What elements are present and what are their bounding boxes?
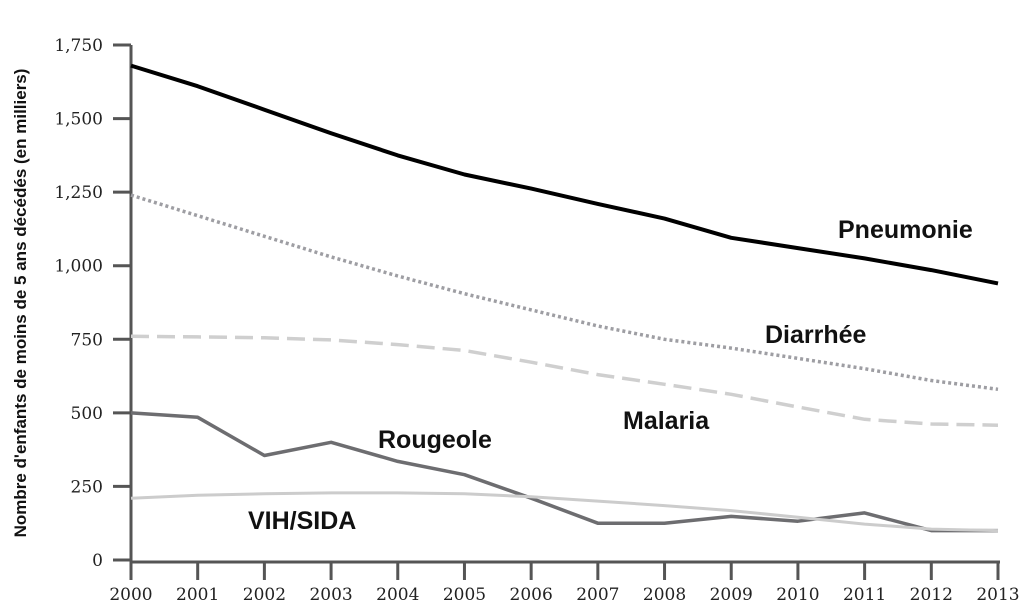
series-label: Rougeole [378, 426, 492, 454]
y-axis-label: Nombre d'enfants de moins de 5 ans décéd… [11, 69, 30, 538]
y-tick-label: 250 [71, 477, 103, 497]
x-tick-label: 2007 [576, 585, 619, 605]
x-tick-label: 2009 [710, 585, 753, 605]
series-line-vih-sida [130, 491, 999, 533]
x-tick-label: 2001 [176, 585, 219, 605]
x-tick-label: 2004 [376, 585, 419, 605]
series-label: Pneumonie [838, 216, 973, 244]
x-tick-label: 2000 [109, 585, 152, 605]
series-label: Malaria [623, 407, 710, 435]
series-line-malaria [130, 334, 999, 427]
series-line-rougeole [130, 411, 998, 533]
x-tick-label: 2011 [843, 585, 886, 605]
y-tick-label: 0 [92, 551, 103, 571]
y-tick-label: 1,500 [54, 110, 103, 130]
x-tick-label: 2002 [243, 585, 286, 605]
x-tick-label: 2006 [510, 585, 553, 605]
x-tick-label: 2005 [443, 585, 486, 605]
series-label: Diarrhée [765, 321, 867, 349]
series-label: VIH/SIDA [248, 507, 356, 535]
x-tick-label: 2013 [976, 585, 1019, 605]
axes [129, 45, 1000, 564]
x-tick-label: 2012 [910, 585, 953, 605]
y-tick-label: 1,750 [54, 36, 103, 56]
series-line-pneumonie [130, 63, 999, 286]
series-lines [130, 63, 999, 533]
y-tick-label: 1,000 [54, 257, 103, 277]
x-tick-label: 2003 [309, 585, 352, 605]
x-ticks: 2000 2001 2002 2003 2004 2005 2006 2007 2008 2009… [109, 562, 1020, 605]
series-labels: Pneumonie Diarrhée Malaria Rougeole VIH/SIDA [248, 216, 973, 535]
x-tick-label: 2008 [643, 585, 686, 605]
y-ticks: 0 250 500 750 1,000 1,250 1,500 1,750 [54, 36, 131, 571]
x-tick-label: 2010 [776, 585, 819, 605]
series-line-diarrh-e [130, 193, 999, 392]
y-tick-label: 750 [71, 330, 103, 350]
y-tick-label: 500 [71, 404, 103, 424]
y-tick-label: 1,250 [54, 183, 103, 203]
